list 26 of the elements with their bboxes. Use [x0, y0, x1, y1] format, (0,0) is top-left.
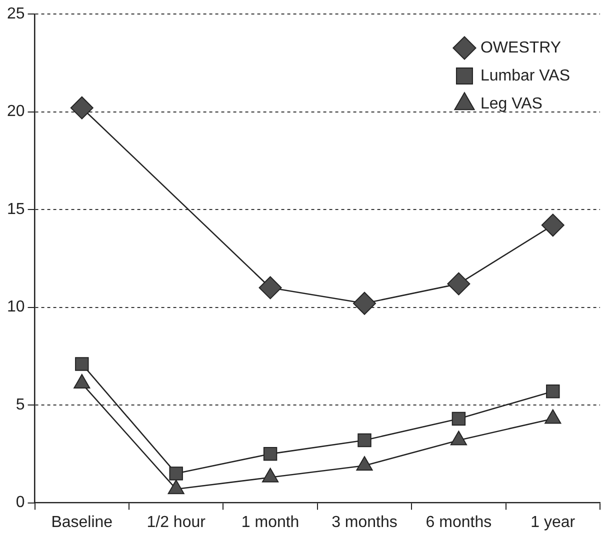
legend-label: Lumbar VAS: [480, 67, 570, 84]
y-tick-label: 20: [7, 103, 25, 120]
y-tick-label: 5: [16, 396, 25, 414]
point: [447, 272, 470, 296]
x-tick-label: Baseline: [51, 514, 113, 531]
point: [541, 214, 564, 237]
x-tick-label: 6 months: [426, 514, 492, 531]
point: [358, 433, 372, 448]
point: [169, 466, 183, 480]
point: [258, 276, 282, 300]
point: [70, 96, 94, 120]
point: [452, 412, 466, 426]
x-tick-label: 1 month: [241, 514, 300, 531]
y-tick-label: 10: [7, 298, 25, 316]
x-tick-label: 1 year: [530, 514, 576, 531]
point: [353, 292, 376, 315]
point: [546, 384, 560, 398]
y-tick-label: 15: [7, 200, 25, 218]
legend-label: Leg VAS: [480, 95, 542, 112]
y-tick-label: 0: [16, 494, 25, 512]
point: [263, 447, 278, 461]
legend-label: OWESTRY: [480, 39, 562, 56]
x-tick-label: 3 months: [332, 514, 398, 531]
point: [75, 357, 89, 371]
x-tick-label: 1/2 hour: [146, 514, 206, 531]
y-tick-label: 25: [7, 5, 25, 22]
